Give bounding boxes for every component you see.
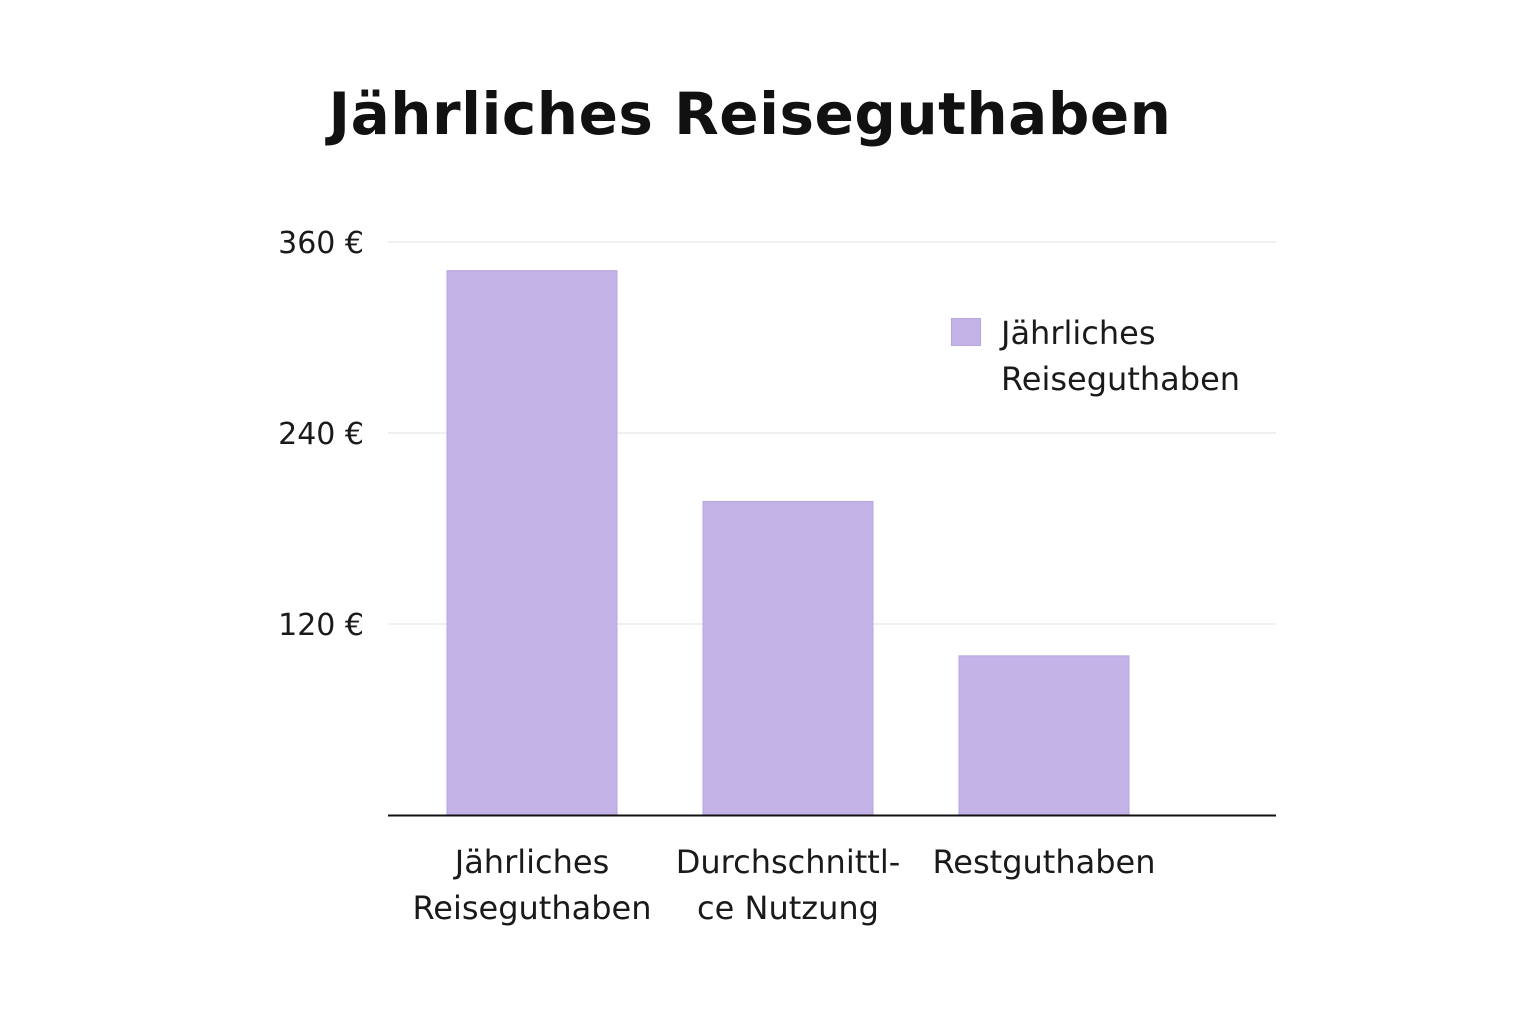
legend: Jährliches Reiseguthaben	[951, 310, 1281, 402]
x-tick-label: Jährliches Reiseguthaben	[412, 843, 651, 927]
x-tick-label: Restguthaben	[932, 843, 1155, 881]
y-tick-label: 360 €	[278, 226, 364, 261]
chart-title: Jährliches Reiseguthaben	[328, 80, 1172, 148]
x-tick-label: Durchschnittl-ce Nutzung	[676, 843, 901, 927]
bar	[958, 655, 1130, 816]
bar	[702, 500, 874, 816]
legend-swatch	[951, 318, 981, 346]
bar	[446, 270, 618, 816]
y-tick-label: 240 €	[278, 417, 364, 452]
y-tick-label: 120 €	[278, 608, 364, 643]
legend-label: Jährliches Reiseguthaben	[1001, 314, 1241, 398]
